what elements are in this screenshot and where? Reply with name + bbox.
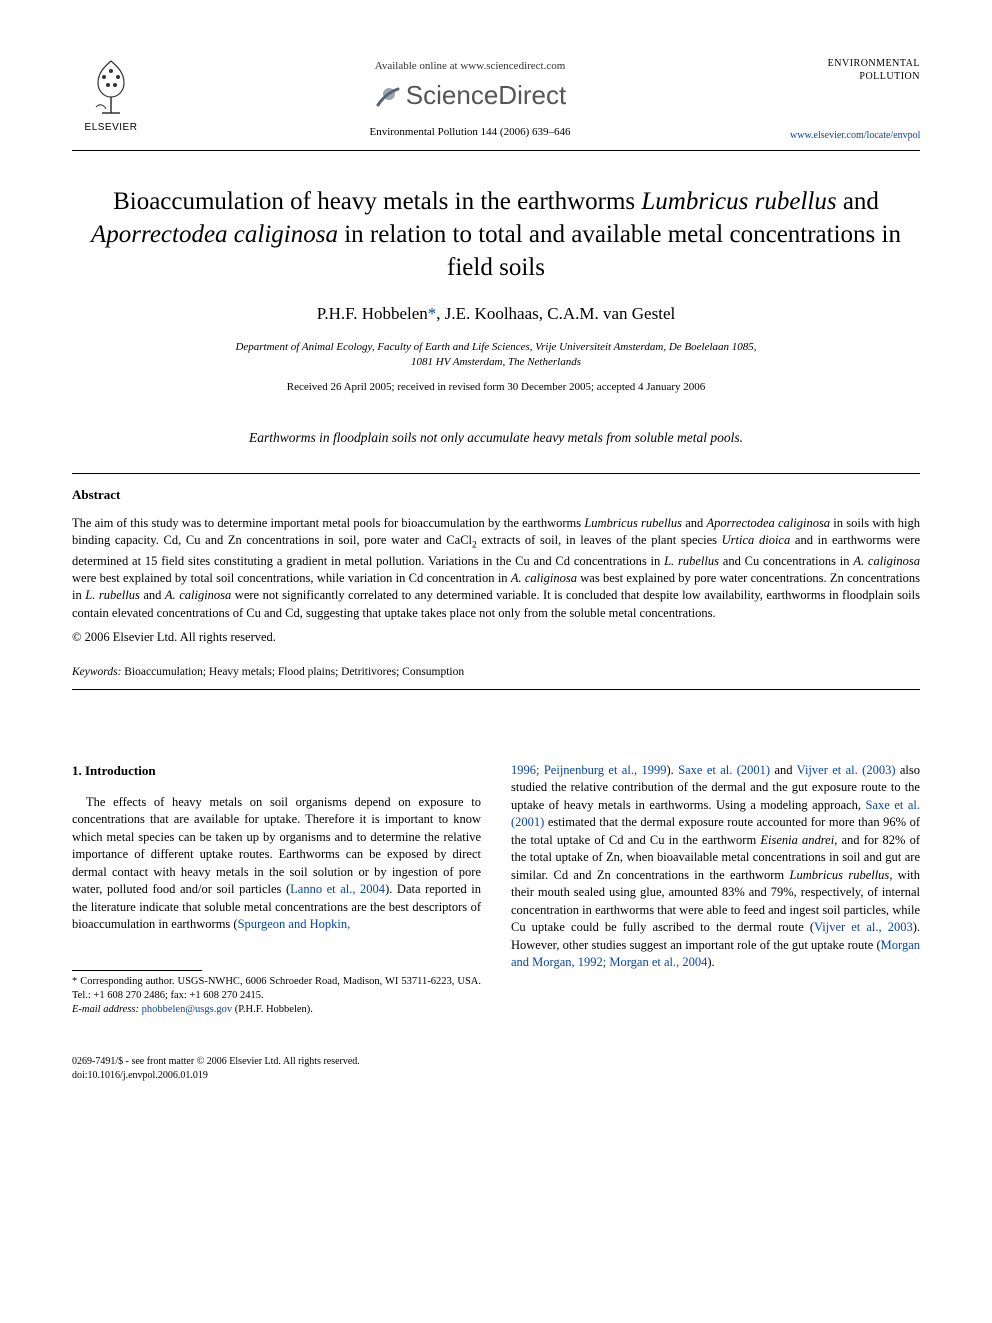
- citation-line: Environmental Pollution 144 (2006) 639–6…: [150, 125, 790, 141]
- abstract-copyright: © 2006 Elsevier Ltd. All rights reserved…: [72, 628, 920, 646]
- article-dates: Received 26 April 2005; received in revi…: [72, 380, 920, 396]
- footnote-email-line: E-mail address: phobbelen@usgs.gov (P.H.…: [72, 1003, 481, 1017]
- right-column: 1996; Peijnenburg et al., 1999). Saxe et…: [511, 762, 920, 1018]
- journal-url-link[interactable]: www.elsevier.com/locate/envpol: [790, 129, 920, 144]
- center-header: Available online at www.sciencedirect.co…: [150, 55, 790, 141]
- keywords-list: Bioaccumulation; Heavy metals; Flood pla…: [121, 666, 464, 678]
- intro-heading: 1. Introduction: [72, 762, 481, 780]
- body-columns: 1. Introduction The effects of heavy met…: [72, 762, 920, 1018]
- paper-page: ELSEVIER Available online at www.science…: [0, 0, 992, 1122]
- abstract-heading: Abstract: [72, 486, 920, 505]
- elsevier-tree-icon: [80, 55, 142, 119]
- footnote-email-link[interactable]: phobbelen@usgs.gov: [142, 1004, 232, 1015]
- article-title: Bioaccumulation of heavy metals in the e…: [90, 185, 902, 284]
- highlight-statement: Earthworms in floodplain soils not only …: [72, 428, 920, 448]
- journal-box: ENVIRONMENTAL POLLUTION www.elsevier.com…: [790, 55, 920, 144]
- abstract-body: The aim of this study was to determine i…: [72, 515, 920, 622]
- footer-doi-line: doi:10.1016/j.envpol.2006.01.019: [72, 1069, 920, 1083]
- intro-right-paragraph: 1996; Peijnenburg et al., 1999). Saxe et…: [511, 762, 920, 972]
- abstract-bottom-rule: [72, 689, 920, 690]
- sd-swoosh-icon: [374, 83, 400, 109]
- abstract-top-rule: [72, 473, 920, 474]
- affiliation: Department of Animal Ecology, Faculty of…: [72, 340, 920, 370]
- available-online-text: Available online at www.sciencedirect.co…: [150, 59, 790, 75]
- sciencedirect-logo: ScienceDirect: [150, 77, 790, 115]
- page-footer: 0269-7491/$ - see front matter © 2006 El…: [72, 1055, 920, 1082]
- footer-copyright-line: 0269-7491/$ - see front matter © 2006 El…: [72, 1055, 920, 1069]
- journal-name: ENVIRONMENTAL POLLUTION: [790, 57, 920, 83]
- intro-left-paragraph: The effects of heavy metals on soil orga…: [72, 794, 481, 934]
- left-column: 1. Introduction The effects of heavy met…: [72, 762, 481, 1018]
- authors: P.H.F. Hobbelen*, J.E. Koolhaas, C.A.M. …: [72, 302, 920, 327]
- footnote-corr: * Corresponding author. USGS-NWHC, 6006 …: [72, 975, 481, 1003]
- elsevier-logo: ELSEVIER: [72, 55, 150, 136]
- elsevier-label: ELSEVIER: [85, 121, 138, 136]
- keywords: Keywords: Bioaccumulation; Heavy metals;…: [72, 664, 920, 681]
- keywords-label: Keywords:: [72, 666, 121, 678]
- footnote-rule: [72, 970, 202, 971]
- sciencedirect-text: ScienceDirect: [406, 77, 566, 115]
- corresponding-footnote: * Corresponding author. USGS-NWHC, 6006 …: [72, 975, 481, 1018]
- header-row: ELSEVIER Available online at www.science…: [72, 55, 920, 144]
- header-rule: [72, 150, 920, 151]
